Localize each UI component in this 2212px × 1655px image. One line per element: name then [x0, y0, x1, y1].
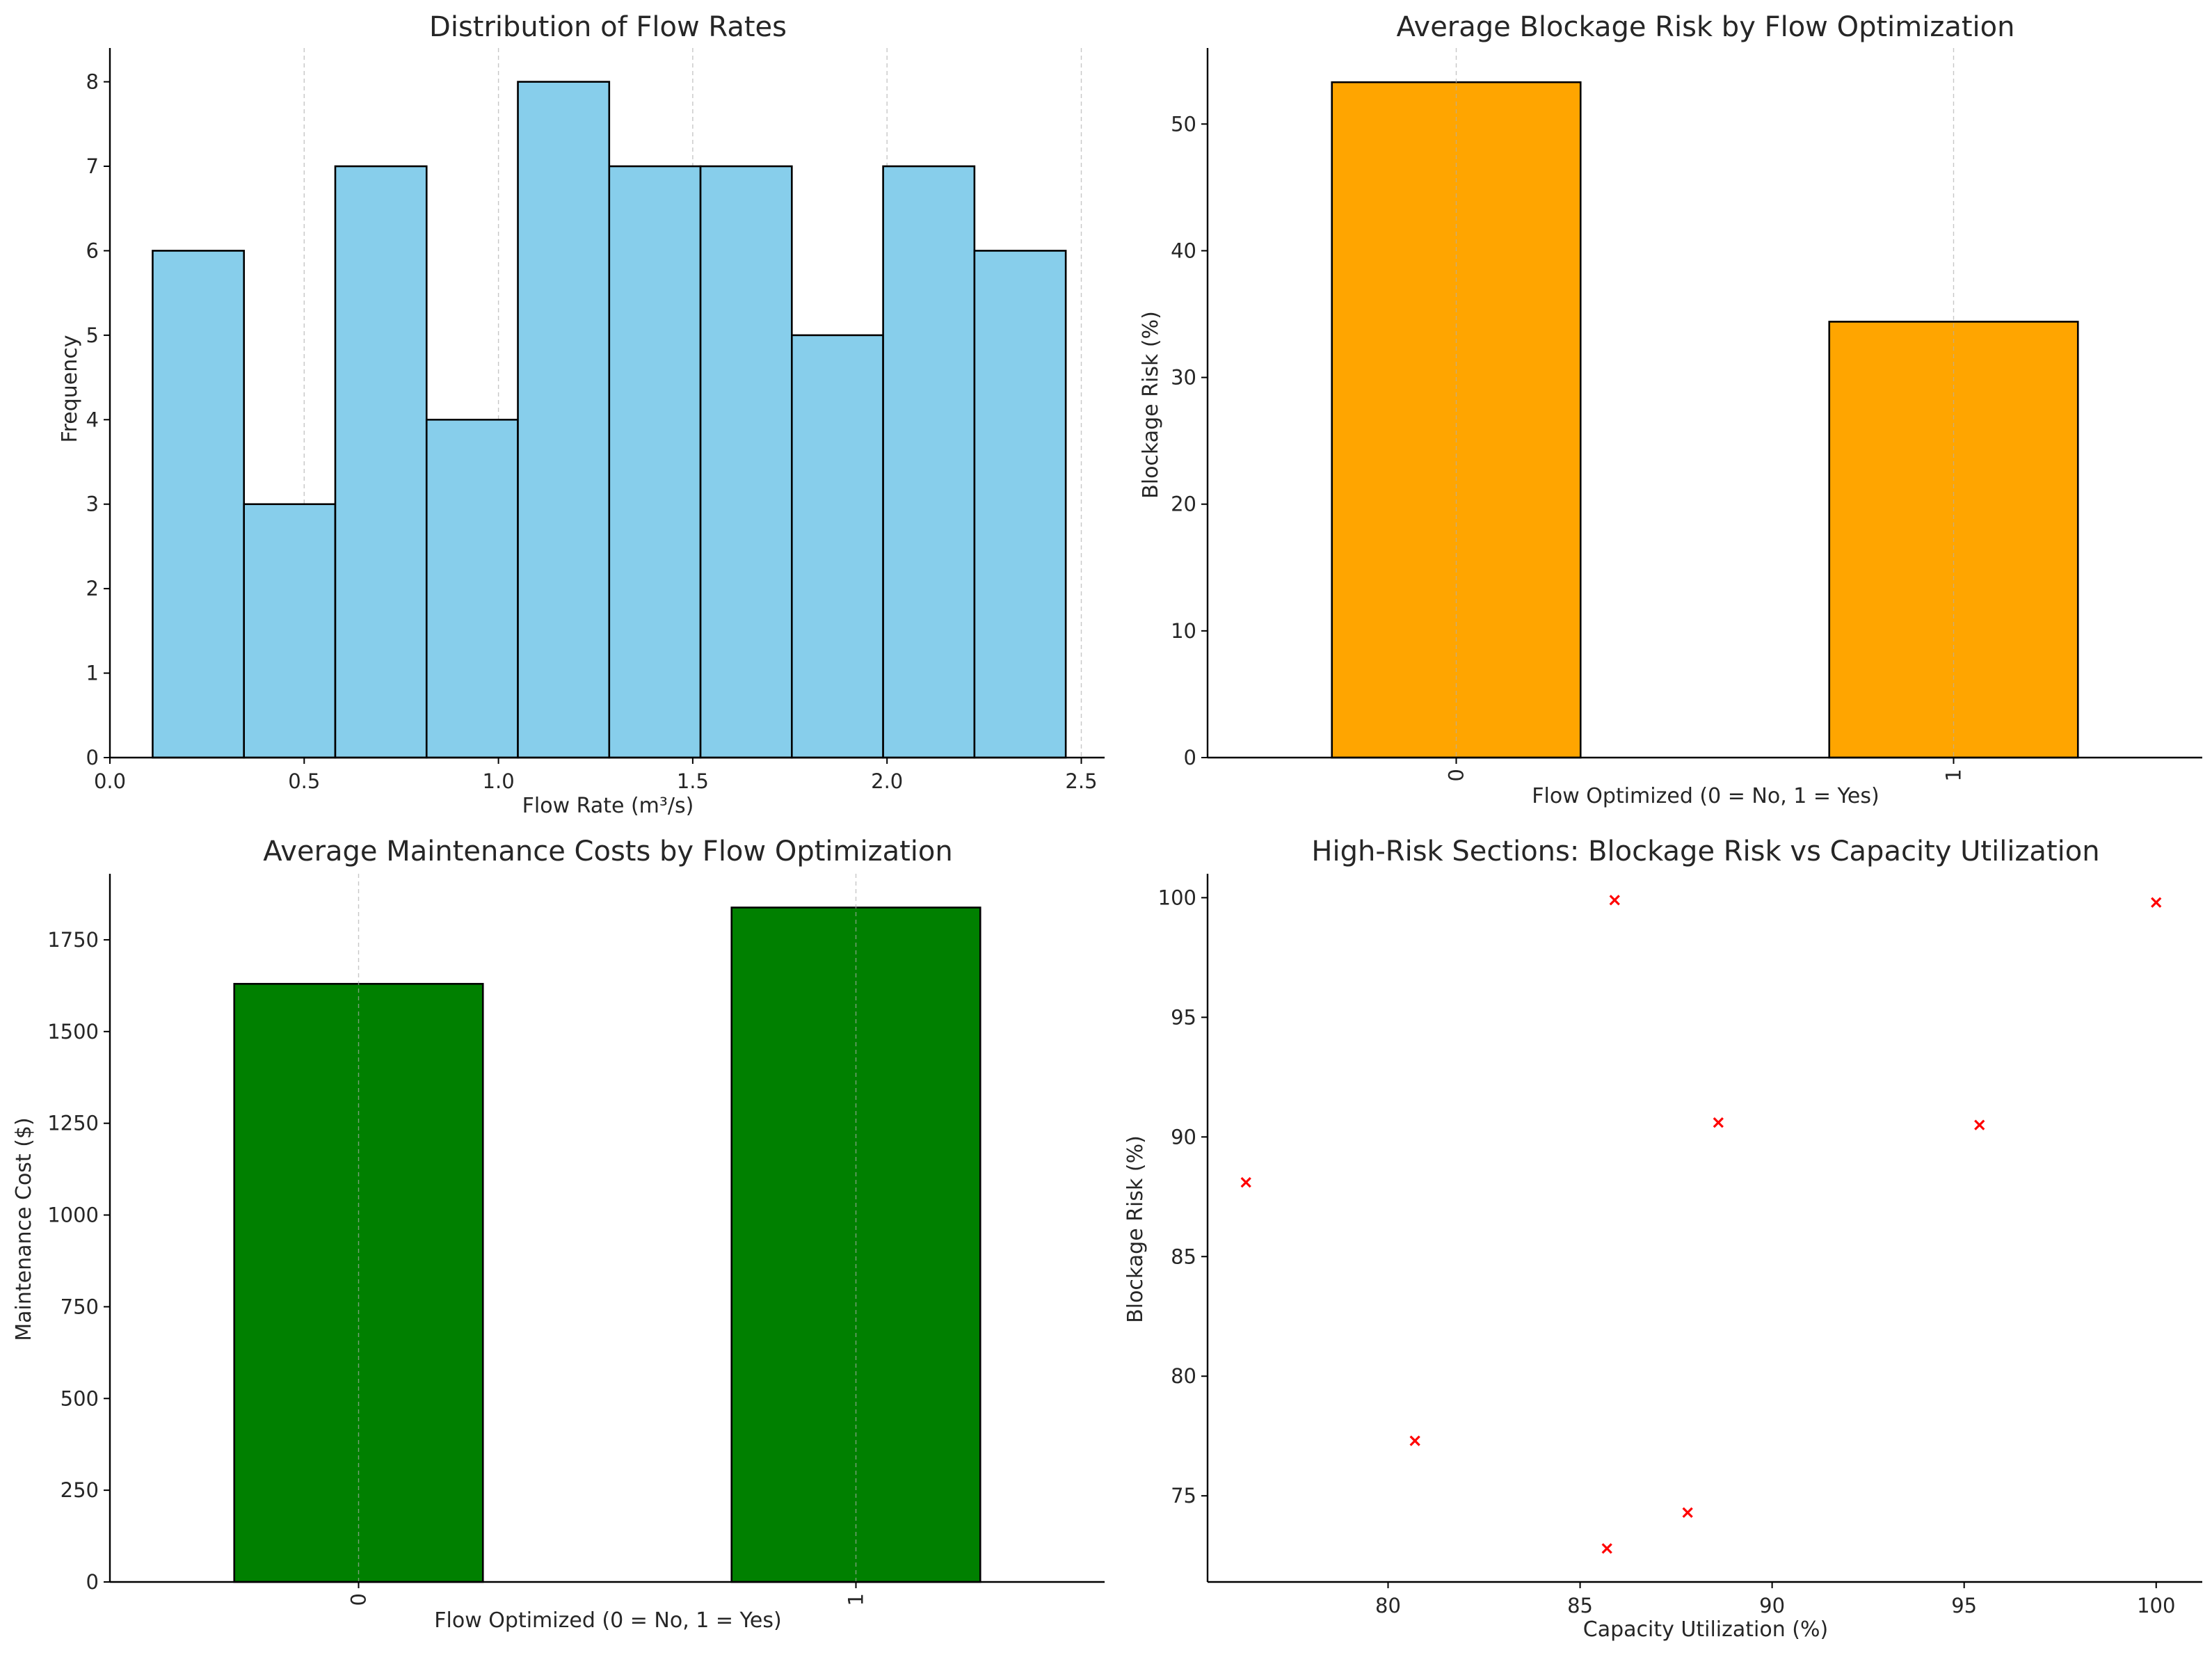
hist-bar	[334, 165, 428, 759]
blockage-ylabel: Blockage Risk (%)	[1139, 311, 1163, 499]
scatter-point	[1609, 895, 1620, 906]
scatter-title: High-Risk Sections: Blockage Risk vs Cap…	[1311, 836, 2099, 868]
hist-ylabel: Frequency	[58, 335, 82, 443]
maintenance-ytick-label: 1000	[47, 1204, 99, 1227]
hist-ytick-label: 8	[86, 70, 99, 94]
maintenance-ytick-label: 0	[86, 1570, 99, 1594]
blockage-title: Average Blockage Risk by Flow Optimizati…	[1397, 11, 2015, 43]
maintenance-title: Average Maintenance Costs by Flow Optimi…	[263, 836, 952, 868]
hist-bar	[152, 250, 246, 759]
blockage-ytick-label: 20	[1171, 493, 1196, 516]
blockage-ytick-label: 0	[1184, 746, 1196, 769]
blockage-risk-bar-chart: Average Blockage Risk by Flow Optimizati…	[1139, 11, 2202, 808]
hist-ytick-label: 3	[86, 493, 99, 516]
hist-bar	[882, 165, 976, 759]
blockage-ytick-label: 40	[1171, 239, 1196, 262]
maintenance-ytick-label: 750	[61, 1295, 99, 1318]
hist-xtick-label: 2.5	[1065, 769, 1097, 793]
scatter-point	[1682, 1507, 1693, 1518]
hist-bar	[608, 165, 702, 759]
scatter-ytick-label: 90	[1171, 1125, 1196, 1149]
scatter-ytick-label: 80	[1171, 1364, 1196, 1388]
hist-ytick-label: 2	[86, 577, 99, 600]
scatter-point	[1974, 1119, 1985, 1130]
maintenance-ytick-label: 1750	[47, 928, 99, 952]
blockage-ytick-label: 50	[1171, 112, 1196, 136]
scatter-xtick-label: 95	[1951, 1594, 1977, 1617]
maintenance-xtick-label: 0	[347, 1593, 371, 1606]
hist-bar	[973, 250, 1067, 759]
hist-ytick-label: 7	[86, 154, 99, 178]
hist-ytick-label: 1	[86, 662, 99, 685]
hist-bar	[517, 81, 611, 759]
flow-rate-histogram: Distribution of Flow Rates Flow Rate (m³…	[58, 11, 1105, 818]
blockage-ytick-label: 30	[1171, 366, 1196, 390]
blockage-xtick-label: 1	[1942, 769, 1966, 781]
scatter-ytick-label: 95	[1171, 1005, 1196, 1029]
scatter-xtick-label: 90	[1759, 1594, 1785, 1617]
hist-bar	[791, 334, 884, 759]
scatter-point	[1409, 1435, 1420, 1446]
maintenance-xtick-label: 1	[844, 1593, 868, 1606]
scatter-xlabel: Capacity Utilization (%)	[1583, 1617, 1828, 1642]
maintenance-cost-bar-chart: Average Maintenance Costs by Flow Optimi…	[12, 836, 1105, 1633]
scatter-ytick-label: 85	[1171, 1245, 1196, 1268]
hist-ytick-label: 5	[86, 323, 99, 347]
hist-xtick-label: 1.0	[483, 769, 515, 793]
scatter-xtick-label: 100	[2137, 1594, 2175, 1617]
scatter-ytick-label: 100	[1158, 886, 1196, 909]
hist-bar	[425, 418, 519, 759]
blockage-xtick-label: 0	[1445, 769, 1468, 781]
blockage-ytick-label: 10	[1171, 619, 1196, 643]
hist-bar	[243, 503, 337, 759]
blockage-xlabel: Flow Optimized (0 = No, 1 = Yes)	[1532, 784, 1879, 808]
scatter-ylabel: Blockage Risk (%)	[1123, 1135, 1148, 1323]
maintenance-ytick-label: 1250	[47, 1112, 99, 1135]
scatter-point	[1601, 1543, 1612, 1554]
maintenance-ytick-label: 1500	[47, 1020, 99, 1044]
maintenance-ytick-label: 500	[61, 1386, 99, 1410]
high-risk-scatter-plot: High-Risk Sections: Blockage Risk vs Cap…	[1123, 836, 2202, 1642]
hist-xtick-label: 0.5	[288, 769, 320, 793]
hist-xtick-label: 2.0	[871, 769, 903, 793]
hist-ytick-label: 4	[86, 408, 99, 431]
scatter-xtick-label: 85	[1567, 1594, 1593, 1617]
scatter-xtick-label: 80	[1375, 1594, 1401, 1617]
maintenance-ylabel: Maintenance Cost ($)	[12, 1117, 36, 1341]
hist-xtick-label: 0.0	[94, 769, 126, 793]
hist-ytick-label: 6	[86, 239, 99, 262]
hist-bar	[699, 165, 793, 759]
maintenance-ytick-label: 250	[61, 1478, 99, 1502]
scatter-ytick-label: 75	[1171, 1484, 1196, 1508]
scatter-point	[1713, 1117, 1724, 1128]
scatter-point	[2151, 897, 2162, 908]
scatter-point	[1240, 1177, 1251, 1188]
hist-xlabel: Flow Rate (m³/s)	[522, 794, 694, 818]
maintenance-xlabel: Flow Optimized (0 = No, 1 = Yes)	[434, 1608, 781, 1633]
hist-xtick-label: 1.5	[677, 769, 709, 793]
hist-title: Distribution of Flow Rates	[429, 11, 787, 43]
hist-ytick-label: 0	[86, 746, 99, 769]
